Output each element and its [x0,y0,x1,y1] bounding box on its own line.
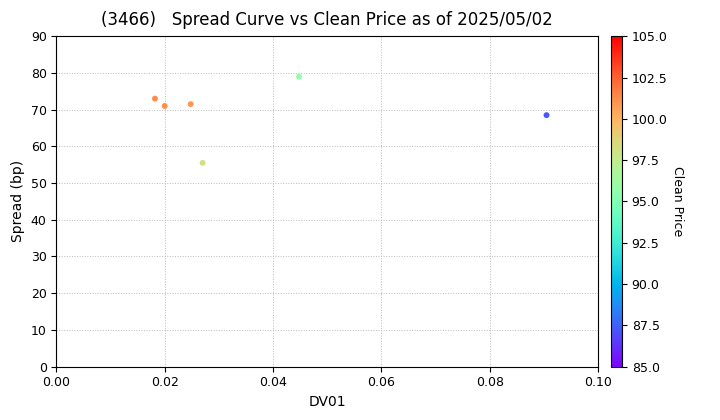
Point [541,112,552,118]
Point [197,160,208,166]
Y-axis label: Spread (bp): Spread (bp) [11,160,25,242]
X-axis label: DV01: DV01 [308,395,346,409]
Point [293,73,305,80]
Title: (3466)   Spread Curve vs Clean Price as of 2025/05/02: (3466) Spread Curve vs Clean Price as of… [102,11,553,29]
Y-axis label: Clean Price: Clean Price [671,166,684,236]
Point [159,102,171,109]
Point [185,101,197,108]
Point [149,95,161,102]
